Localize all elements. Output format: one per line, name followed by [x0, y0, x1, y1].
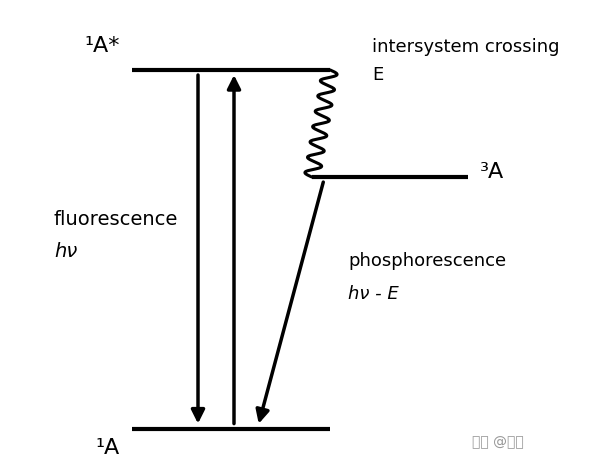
- Text: hν - E: hν - E: [348, 285, 399, 302]
- Text: phosphorescence: phosphorescence: [348, 252, 506, 270]
- Text: intersystem crossing: intersystem crossing: [372, 38, 560, 55]
- Text: hν: hν: [54, 242, 77, 261]
- Text: ¹A*: ¹A*: [85, 36, 120, 56]
- Text: 知乎 @龙草: 知乎 @龙草: [472, 436, 524, 450]
- Text: E: E: [372, 66, 383, 83]
- Text: ¹A: ¹A: [96, 438, 120, 458]
- Text: fluorescence: fluorescence: [54, 210, 178, 228]
- Text: ³A: ³A: [480, 163, 504, 182]
